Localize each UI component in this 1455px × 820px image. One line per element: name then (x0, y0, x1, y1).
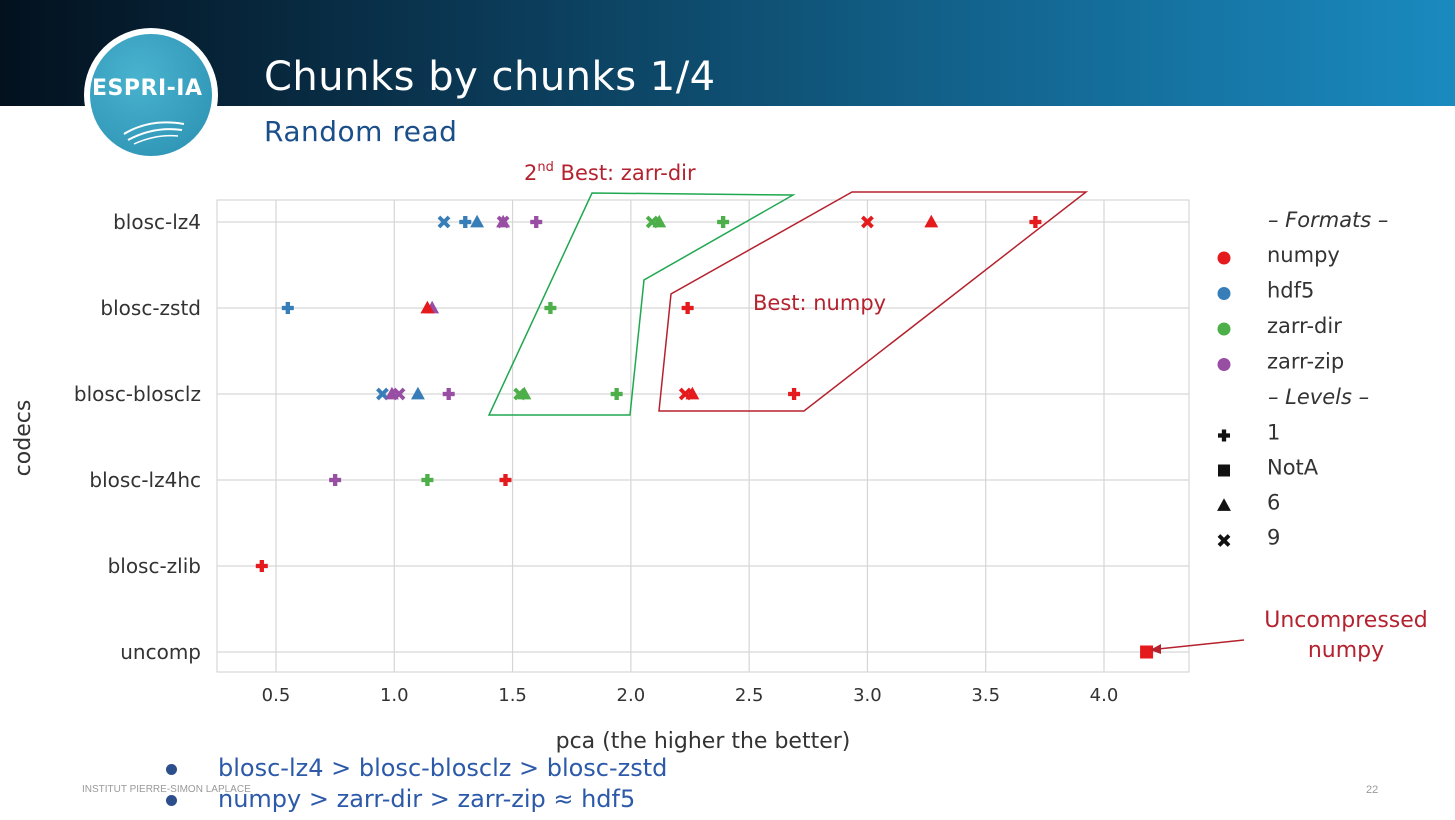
y-tick-label: blosc-lz4 (113, 210, 201, 234)
data-point (788, 388, 801, 400)
legend-level-label: 1 (1267, 421, 1280, 445)
legend-level-marker (1218, 464, 1230, 477)
chart-legend: – Formats – numpy hdf5 zarr-dir zarr-zip – Le… (1217, 208, 1388, 550)
x-tick-label: 2.5 (735, 685, 764, 706)
data-point (1029, 216, 1042, 228)
data-point (459, 216, 472, 228)
legend-level-marker (1218, 429, 1230, 442)
legend-level-label: 6 (1267, 491, 1280, 515)
y-tick-labels: blosc-lz4 blosc-zstd blosc-blosclz blosc-lz… (74, 210, 201, 664)
legend-formats-title: – Formats – (1268, 208, 1388, 232)
legend-level-marker (1217, 498, 1231, 511)
x-tick-label: 3.5 (971, 685, 1000, 706)
page-title: Chunks by chunks 1/4 (264, 54, 716, 100)
data-point (530, 216, 543, 228)
legend-format-marker (1217, 322, 1231, 336)
x-tick-label: 2.0 (617, 685, 646, 706)
x-tick-label: 1.0 (380, 685, 409, 706)
x-axis-label: pca (the higher the better) (556, 729, 851, 754)
legend-format-label: hdf5 (1267, 279, 1314, 303)
arrow-head-icon (1150, 644, 1161, 654)
data-point (255, 560, 268, 572)
x-tick-label: 1.5 (498, 685, 527, 706)
page-subtitle: Random read (264, 115, 458, 148)
best-highlight (658, 191, 1089, 412)
legend-level-label: 9 (1267, 526, 1280, 550)
data-point (517, 386, 532, 400)
page-number: 22 (1366, 784, 1379, 796)
legend-format-marker (1217, 251, 1231, 265)
data-points (255, 214, 1154, 659)
espri-ia-logo: ESPRI-IA (84, 28, 218, 162)
best-label: Best: numpy (753, 291, 886, 315)
legend-level-label: NotA (1267, 456, 1319, 480)
uncompressed-label-line2: numpy (1308, 638, 1384, 663)
data-point (717, 216, 730, 228)
footer-institute: INSTITUT PIERRE-SIMON LAPLACE (82, 784, 251, 795)
data-point (392, 387, 406, 401)
second-best-highlight (487, 192, 796, 416)
uncompressed-arrow (1157, 639, 1245, 650)
y-tick-label: blosc-zlib (108, 554, 201, 578)
legend-format-marker (1217, 287, 1231, 300)
logo-disc (90, 34, 212, 156)
data-point (1140, 645, 1154, 659)
y-tick-label: blosc-zstd (100, 296, 201, 320)
y-tick-label: uncomp (120, 640, 201, 664)
data-point (685, 386, 700, 400)
data-point (420, 300, 435, 314)
data-point (281, 302, 294, 314)
data-point (861, 215, 874, 229)
y-tick-label: blosc-lz4hc (89, 468, 201, 492)
x-tick-labels: 0.5 1.0 1.5 2.0 2.5 3.0 3.5 4.0 (262, 685, 1119, 706)
data-point (544, 302, 557, 314)
x-tick-label: 0.5 (262, 685, 291, 706)
data-point (681, 302, 694, 314)
data-point (410, 386, 425, 400)
legend-levels-title: – Levels – (1268, 385, 1369, 409)
x-tick-label: 4.0 (1090, 685, 1119, 706)
data-point (329, 474, 342, 486)
second-best-label: 2nd Best: zarr-dir (524, 160, 696, 185)
grid-lines (217, 200, 1189, 672)
data-point (610, 388, 623, 400)
data-point (442, 388, 455, 400)
legend-level-marker (1217, 534, 1231, 547)
x-tick-label: 3.0 (853, 685, 882, 706)
data-point (437, 215, 451, 229)
bullet-dot-icon (166, 764, 177, 775)
data-point (924, 214, 939, 228)
data-point (470, 214, 485, 228)
logo-swoosh-icon (123, 121, 185, 145)
plot-area (216, 199, 1190, 673)
legend-format-label: zarr-dir (1267, 314, 1342, 338)
header-banner (0, 0, 1455, 106)
legend-format-label: numpy (1267, 243, 1340, 267)
legend-format-label: zarr-zip (1267, 350, 1344, 374)
data-point (421, 474, 434, 486)
legend-format-marker (1217, 358, 1231, 371)
data-point (496, 214, 511, 228)
bullet-dot-icon (166, 795, 177, 806)
data-point (652, 214, 667, 228)
y-tick-label: blosc-blosclz (74, 382, 201, 406)
y-axis-label: codecs (11, 400, 36, 477)
data-point (376, 387, 389, 401)
data-point (499, 474, 512, 486)
logo-text: ESPRI-IA (92, 76, 203, 101)
uncompressed-label-line1: Uncompressed (1264, 608, 1428, 633)
